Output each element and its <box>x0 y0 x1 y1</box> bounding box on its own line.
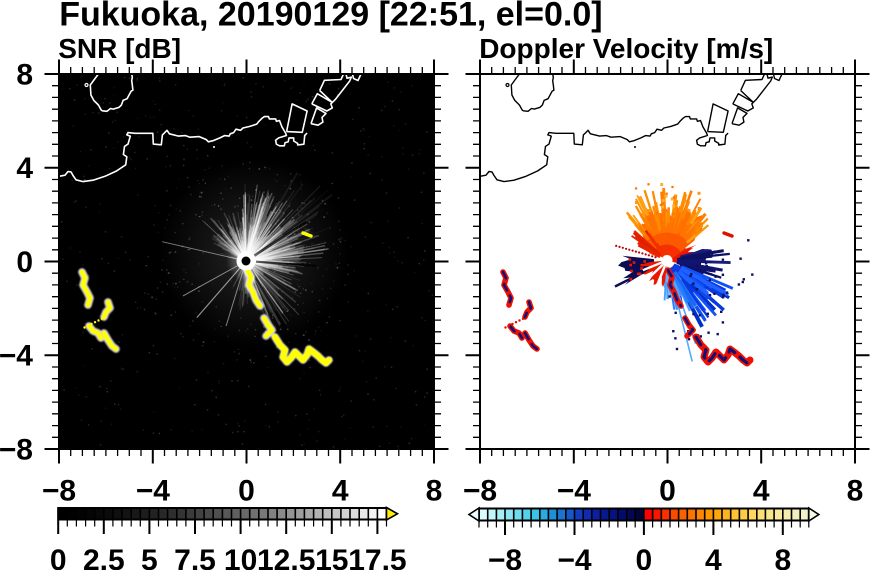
svg-text:4: 4 <box>16 152 33 185</box>
svg-text:17.5: 17.5 <box>348 544 406 570</box>
svg-text:8: 8 <box>426 475 443 508</box>
svg-text:0: 0 <box>659 475 676 508</box>
svg-text:−4: −4 <box>557 544 592 570</box>
svg-text:Fukuoka, 20190129 [22:51, el=0: Fukuoka, 20190129 [22:51, el=0.0] <box>59 0 602 33</box>
svg-text:−8: −8 <box>488 544 522 570</box>
svg-text:−4: −4 <box>136 475 171 508</box>
svg-text:7.5: 7.5 <box>174 544 216 570</box>
svg-text:−4: −4 <box>0 340 33 373</box>
svg-text:−8: −8 <box>42 475 76 508</box>
svg-text:15: 15 <box>315 544 348 570</box>
svg-text:0: 0 <box>238 475 255 508</box>
svg-text:SNR [dB]: SNR [dB] <box>58 33 181 64</box>
svg-text:−8: −8 <box>463 475 497 508</box>
svg-text:5: 5 <box>141 544 158 570</box>
svg-text:−8: −8 <box>0 433 33 466</box>
svg-text:0: 0 <box>50 544 67 570</box>
svg-text:12.5: 12.5 <box>257 544 315 570</box>
svg-text:8: 8 <box>774 544 791 570</box>
svg-text:10: 10 <box>224 544 257 570</box>
svg-text:2.5: 2.5 <box>83 544 125 570</box>
svg-text:4: 4 <box>705 544 722 570</box>
svg-text:Doppler Velocity [m/s]: Doppler Velocity [m/s] <box>479 33 773 64</box>
svg-text:4: 4 <box>753 475 770 508</box>
svg-text:4: 4 <box>332 475 349 508</box>
svg-text:8: 8 <box>847 475 864 508</box>
svg-text:−4: −4 <box>557 475 592 508</box>
svg-text:8: 8 <box>16 59 33 92</box>
svg-text:0: 0 <box>636 544 653 570</box>
svg-text:0: 0 <box>16 246 33 279</box>
